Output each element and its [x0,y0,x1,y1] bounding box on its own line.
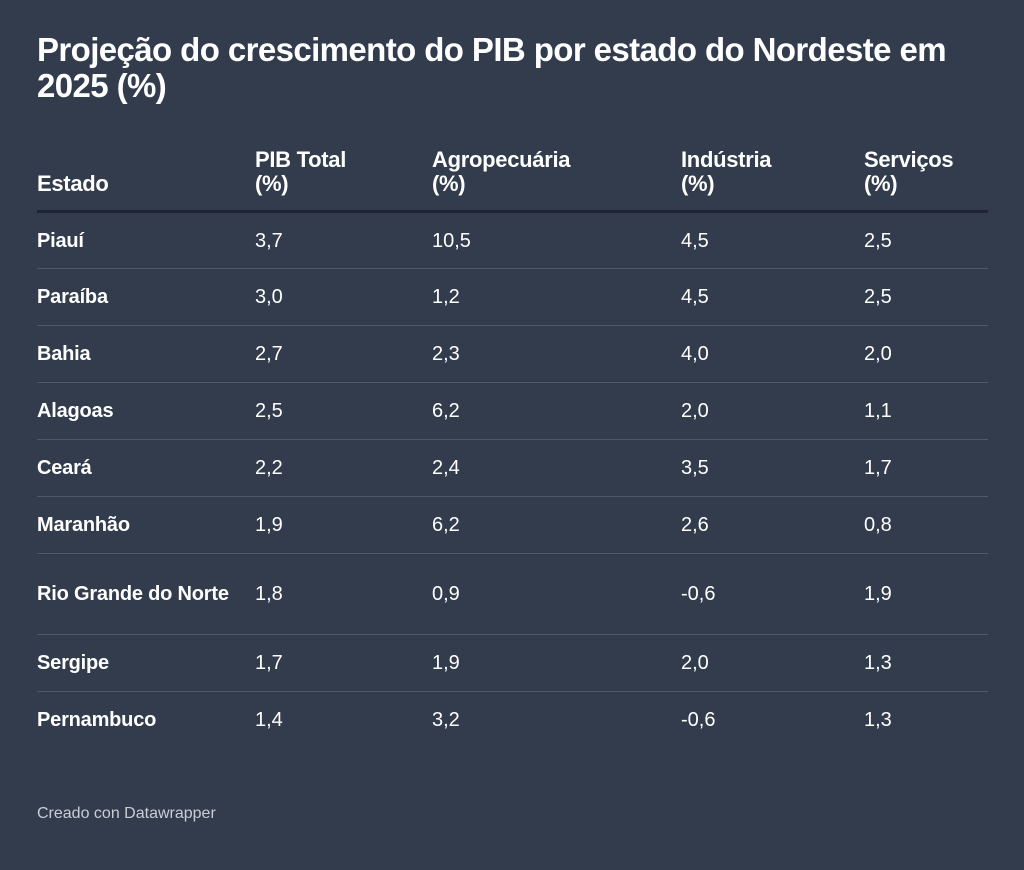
state-cell: Ceará [37,439,255,497]
column-header-industria: Indústria (%) [681,147,864,213]
value-cell-agro: 2,3 [432,325,681,383]
value-cell-agro: 6,2 [432,382,681,440]
state-cell: Sergipe [37,634,255,692]
value-cell-industria: 2,6 [681,496,864,554]
column-header-line: Agropecuária [432,147,571,172]
value-cell-industria: 4,5 [681,268,864,326]
value-cell-industria: 4,5 [681,211,864,269]
value-cell-industria: 2,0 [681,634,864,692]
chart-title: Projeção do crescimento do PIB por estad… [37,31,947,104]
value-cell-agro: 6,2 [432,496,681,554]
value-cell-pib_total: 1,4 [255,709,283,732]
value-cell-agro: 0,9 [432,553,681,635]
column-header-line: PIB Total [255,147,347,172]
column-header-line: (%) [681,171,715,196]
value-cell-pib_total: 3,0 [255,268,432,326]
value-cell-industria: 4,0 [681,325,864,383]
value-cell-industria: 3,5 [681,439,864,497]
column-header-line: (%) [864,171,898,196]
footer-credit: Creado con Datawrapper [37,805,216,822]
column-header-pib_total: PIB Total (%) [255,147,432,213]
state-cell: Rio Grande do Norte [37,553,255,635]
value-cell-servicos: 2,5 [864,211,988,269]
value-cell-pib_total: 2,5 [255,382,432,440]
value-cell-servicos: 1,3 [864,709,892,732]
column-header-line: (%) [255,171,289,196]
state-cell: Alagoas [37,382,255,440]
table-body: Piauí 3,7 10,5 4,5 2,5 Paraíba 3,0 1,2 4,5 2,5 Bah… [37,211,988,749]
value-cell-servicos: 1,1 [864,382,988,440]
table-row: Alagoas 2,5 6,2 2,0 1,1 [37,382,988,440]
value-cell-agro: 1,2 [432,268,681,326]
value-cell-agro: 3,2 [432,709,460,732]
value-cell-pib_total: 1,8 [255,553,432,635]
value-cell-industria: 2,0 [681,382,864,440]
table-row: Pernambuco 1,4 3,2 -0,6 1,3 [37,692,988,749]
column-header-estado: Estado [37,148,255,213]
state-cell: Piauí [37,211,255,269]
table-row: Maranhão 1,9 6,2 2,6 0,8 [37,496,988,554]
value-cell-industria: -0,6 [681,709,716,732]
value-cell-pib_total: 3,7 [255,211,432,269]
value-cell-industria: -0,6 [681,553,864,635]
table-row: Ceará 2,2 2,4 3,5 1,7 [37,439,988,497]
table-row: Paraíba 3,0 1,2 4,5 2,5 [37,268,988,326]
column-header-agro: Agropecuária (%) [432,147,681,213]
table-header: Estado PIB Total (%) Agropecuária (%) Indústr… [37,147,988,213]
value-cell-servicos: 1,3 [864,634,988,692]
table-row: Bahia 2,7 2,3 4,0 2,0 [37,325,988,383]
value-cell-pib_total: 1,9 [255,496,432,554]
column-header-line: Serviços [864,147,954,172]
value-cell-servicos: 2,0 [864,325,988,383]
value-cell-agro: 10,5 [432,211,681,269]
table-row: Sergipe 1,7 1,9 2,0 1,3 [37,634,988,692]
column-header-servicos: Serviços (%) [864,147,988,213]
column-header-line: Indústria [681,147,772,172]
data-table: Estado PIB Total (%) Agropecuária (%) Indústr… [37,148,988,749]
value-cell-pib_total: 2,2 [255,439,432,497]
value-cell-agro: 2,4 [432,439,681,497]
table-row: Piauí 3,7 10,5 4,5 2,5 [37,211,988,269]
state-cell: Maranhão [37,496,255,554]
header-row: Estado PIB Total (%) Agropecuária (%) Indústr… [37,147,988,213]
value-cell-servicos: 0,8 [864,496,988,554]
state-cell: Bahia [37,325,255,383]
state-cell: Pernambuco [37,709,157,732]
column-header-line: (%) [432,171,466,196]
table-row: Rio Grande do Norte 1,8 0,9 -0,6 1,9 [37,553,988,635]
value-cell-agro: 1,9 [432,634,681,692]
state-cell: Paraíba [37,268,255,326]
value-cell-servicos: 2,5 [864,268,988,326]
value-cell-servicos: 1,7 [864,439,988,497]
value-cell-pib_total: 1,7 [255,634,432,692]
value-cell-pib_total: 2,7 [255,325,432,383]
value-cell-servicos: 1,9 [864,553,988,635]
column-header-line: Estado [37,171,109,196]
